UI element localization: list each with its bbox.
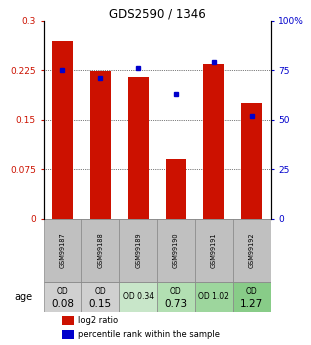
Text: OD 0.34: OD 0.34 [123,293,154,302]
Bar [157,282,195,312]
Text: OD: OD [170,287,182,296]
Bar [81,219,119,282]
Bar [241,103,262,219]
Text: OD 1.02: OD 1.02 [198,293,229,302]
Text: GSM99192: GSM99192 [249,233,255,268]
Text: GSM99191: GSM99191 [211,233,217,268]
Bar [195,282,233,312]
Text: age: age [14,292,32,302]
Text: OD: OD [246,287,258,296]
Text: log2 ratio: log2 ratio [78,316,118,325]
Text: OD: OD [95,287,106,296]
Bar [128,77,149,219]
Bar [44,219,81,282]
Bar [165,159,186,219]
Bar [233,219,271,282]
Bar [233,282,271,312]
Text: 0.73: 0.73 [165,298,188,308]
Bar [62,316,74,325]
Bar [203,63,224,219]
Text: 0.08: 0.08 [51,298,74,308]
Text: 0.15: 0.15 [89,298,112,308]
Bar [119,282,157,312]
Text: GSM99189: GSM99189 [135,233,141,268]
Bar [90,71,111,219]
Bar [157,219,195,282]
Text: percentile rank within the sample: percentile rank within the sample [78,329,220,339]
Text: GSM99188: GSM99188 [97,233,103,268]
Bar [81,282,119,312]
Bar [62,330,74,338]
Text: GSM99187: GSM99187 [59,233,65,268]
Text: OD: OD [57,287,68,296]
Bar [44,282,81,312]
Bar [52,40,73,219]
Bar [195,219,233,282]
Title: GDS2590 / 1346: GDS2590 / 1346 [109,8,206,21]
Bar [119,219,157,282]
Text: GSM99190: GSM99190 [173,233,179,268]
Text: 1.27: 1.27 [240,298,263,308]
